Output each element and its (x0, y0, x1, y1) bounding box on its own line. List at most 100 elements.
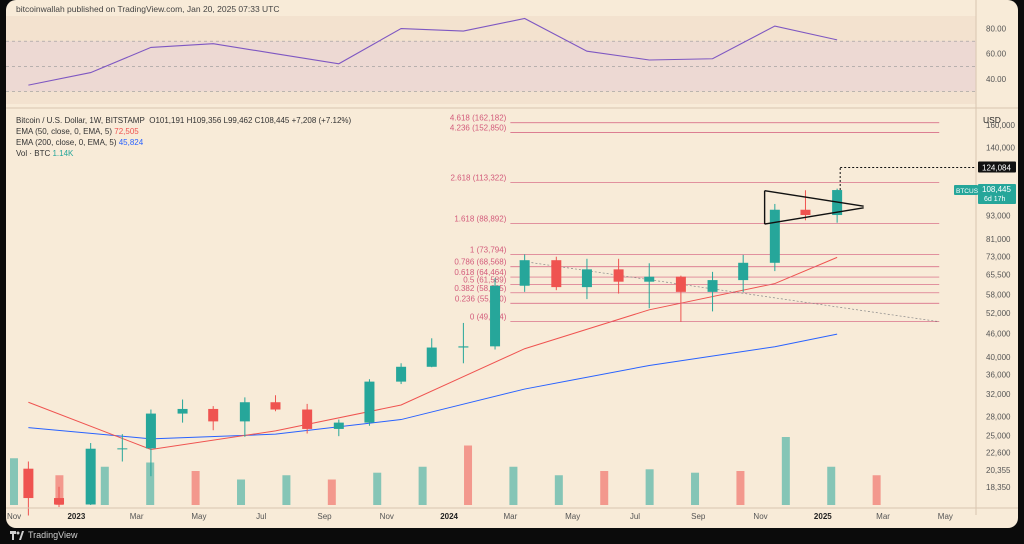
time-axis-label: May (938, 512, 953, 521)
volume-legend: Vol · BTC 1.14K (16, 149, 73, 158)
rsi-band (6, 41, 976, 92)
volume-bar (691, 472, 700, 505)
volume-bar (55, 475, 64, 505)
volume-label: Vol · BTC (16, 149, 51, 158)
candle-body (333, 422, 344, 429)
candle-body (458, 346, 469, 348)
candle-body (769, 209, 780, 263)
volume-bar (418, 466, 427, 505)
fib-level-label: 0.618 (64,464) (454, 268, 506, 277)
candle-body (145, 413, 156, 449)
time-axis-label: Nov (7, 512, 21, 521)
rsi-pane (6, 16, 976, 104)
time-axis-label: Mar (503, 512, 517, 521)
candle-body (800, 209, 811, 216)
ema200-line (28, 333, 838, 440)
time-axis-label: Nov (380, 512, 394, 521)
rsi-value: 71.14 (71, 20, 92, 29)
badge-symbol-box (954, 185, 978, 196)
time-axis-label: Mar (876, 512, 890, 521)
tradingview-brand[interactable]: TradingView (10, 530, 78, 541)
fib-level-label: 0.5 (61,589) (463, 276, 506, 285)
rsi-tick-label: 80.00 (986, 25, 1007, 34)
volume-bar (100, 466, 109, 505)
ohlc-values: O101,191 H109,356 L99,462 C108,445 +7,20… (149, 116, 352, 125)
time-axis-label: Jul (630, 512, 640, 521)
volume-bar (781, 437, 790, 505)
target-price-box (978, 161, 1016, 173)
volume-bar (146, 462, 155, 505)
symbol-title: Bitcoin / U.S. Dollar, 1W, BITSTAMP (16, 116, 145, 125)
chart-panel: bitcoinwallah published on TradingView.c… (6, 0, 1018, 528)
time-axis-label: 2023 (67, 512, 85, 521)
candle-body (426, 347, 437, 367)
time-axis-label: Sep (317, 512, 332, 521)
volume-bar (373, 472, 382, 505)
time-axis-label: May (565, 512, 580, 521)
price-axis-tick: 46,000 (986, 329, 1011, 338)
volume-bar (464, 445, 473, 505)
tradingview-label: TradingView (28, 530, 78, 540)
tradingview-logo-icon (10, 531, 24, 541)
price-axis-tick: 32,000 (986, 390, 1011, 399)
price-axis-tick: 160,000 (986, 121, 1015, 130)
volume-value: 1.14K (52, 149, 74, 158)
rsi-legend: RSI (14, close) 71.14 (16, 20, 91, 29)
time-axis-label: Sep (691, 512, 706, 521)
price-axis-tick: 18,350 (986, 483, 1011, 492)
volume-bar (827, 466, 836, 505)
trendline-dashed (519, 260, 940, 323)
volume-bar (600, 471, 609, 505)
price-chart[interactable]: 80.00 60.00 40.00 4.618 (162,182)4.236 (152… (6, 0, 1018, 528)
volume-bar (736, 471, 745, 505)
candle-body (208, 408, 219, 422)
volume-bar (509, 466, 518, 505)
footer-bar: TradingView (0, 528, 1024, 544)
volume-bar (554, 475, 563, 505)
badge-symbol-label: BTCUSD (956, 188, 983, 195)
rsi-label: RSI (14, close) (16, 20, 69, 29)
candle-body (54, 498, 65, 505)
target-price-label: 124,084 (982, 164, 1011, 173)
candle-body (270, 402, 281, 410)
time-axis-label: 2024 (440, 512, 458, 521)
ema50-line (28, 256, 838, 450)
price-axis-tick: 52,000 (986, 309, 1011, 318)
volume-bar (645, 469, 654, 505)
ema50-legend: EMA (50, close, 0, EMA, 5) 72,505 (16, 127, 139, 136)
candle-body (396, 366, 407, 382)
price-axis-tick: 65,500 (986, 270, 1011, 279)
price-axis-currency: USD (983, 115, 1001, 125)
candle-body (581, 269, 592, 288)
candle-body (302, 409, 313, 429)
current-price-countdown: 6d 17h (984, 196, 1006, 203)
candle-body (832, 190, 843, 216)
candle-body (613, 269, 624, 282)
price-axis-tick: 93,000 (986, 212, 1011, 221)
candle-body (23, 468, 34, 499)
rsi-line (28, 17, 838, 86)
price-axis-tick: 20,355 (986, 466, 1011, 475)
candle-body (239, 402, 250, 422)
volume-bar (282, 475, 291, 505)
volume-bar (10, 458, 18, 505)
fib-level-label: 0.786 (68,568) (454, 258, 506, 267)
ema50-label: EMA (50, close, 0, EMA, 5) (16, 127, 113, 136)
volume-bar (872, 475, 881, 505)
rsi-tick-label: 60.00 (986, 50, 1007, 59)
triangle-upper-line (764, 190, 864, 207)
time-axis-label: 2025 (814, 512, 832, 521)
current-price-label: 108,445 (982, 185, 1011, 194)
volume-bar (237, 479, 246, 505)
publish-header: bitcoinwallah published on TradingView.c… (16, 4, 280, 14)
symbol-legend: Bitcoin / U.S. Dollar, 1W, BITSTAMP O101… (16, 116, 351, 125)
time-axis-label: Nov (753, 512, 767, 521)
time-axis-label: May (191, 512, 206, 521)
fib-level-label: 1 (73,794) (470, 245, 507, 254)
price-axis-tick: 58,000 (986, 291, 1011, 300)
fib-level-label: 2.618 (113,322) (450, 174, 506, 183)
candle-body (85, 448, 96, 505)
candle-body (738, 262, 749, 281)
ema200-legend: EMA (200, close, 0, EMA, 5) 45,824 (16, 138, 143, 147)
candle-body (519, 260, 530, 286)
